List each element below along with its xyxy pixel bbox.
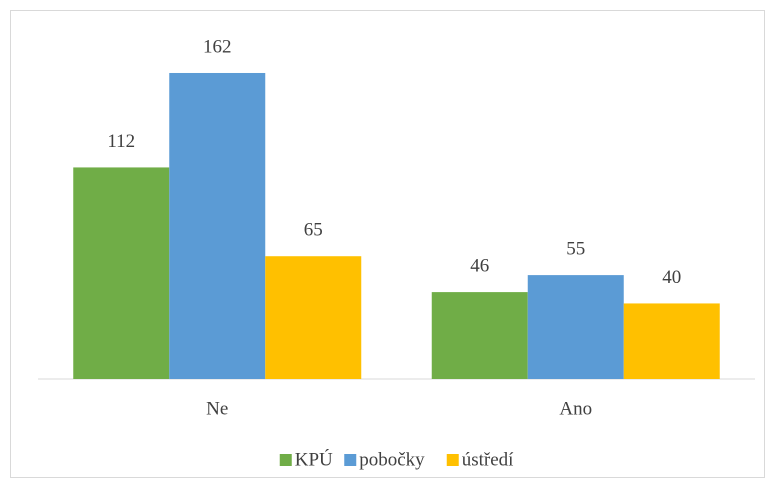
legend-label: pobočky xyxy=(359,449,425,470)
x-tick-label: Ne xyxy=(206,398,228,419)
legend-label: KPÚ xyxy=(295,448,333,470)
bar xyxy=(169,72,266,380)
data-label: 55 xyxy=(566,238,585,259)
data-label: 162 xyxy=(203,36,232,57)
data-label: 46 xyxy=(470,255,489,276)
bar xyxy=(73,167,170,379)
legend-label: ústředí xyxy=(462,449,514,470)
data-label: 65 xyxy=(304,220,323,241)
bar xyxy=(527,275,624,379)
legend-swatch xyxy=(344,454,357,466)
x-tick-label: Ano xyxy=(559,398,592,419)
legend-swatch xyxy=(279,454,292,466)
legend-swatch xyxy=(446,454,459,466)
bar xyxy=(431,292,528,379)
data-label: 40 xyxy=(662,267,681,288)
data-label: 112 xyxy=(107,131,135,152)
bar xyxy=(265,256,362,379)
bar xyxy=(623,303,720,379)
